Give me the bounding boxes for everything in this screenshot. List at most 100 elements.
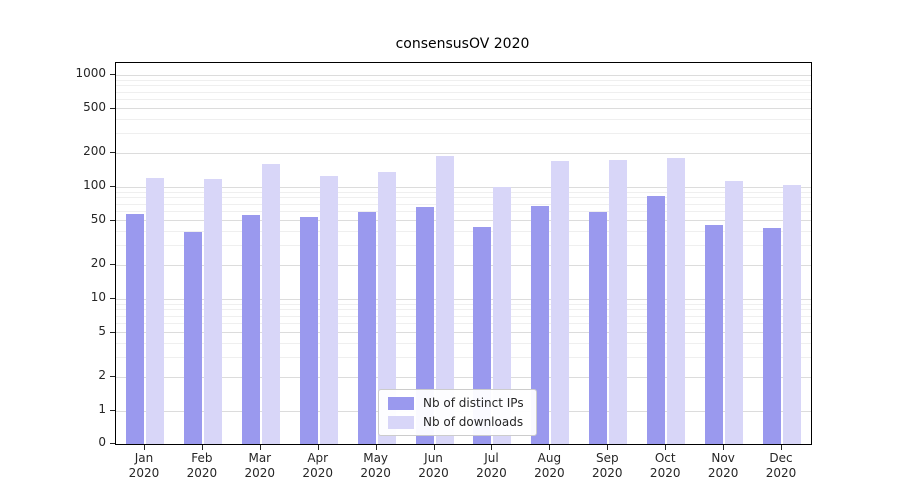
gridline <box>116 108 811 110</box>
y-tick-label: 20 <box>90 256 106 271</box>
gridline <box>116 186 811 188</box>
x-tick-label: Jan 2020 <box>128 451 160 480</box>
gridline <box>116 79 811 81</box>
x-tick-label: Jul 2020 <box>476 451 507 480</box>
bar-distinct-ips <box>241 215 260 444</box>
bar-downloads <box>319 176 338 444</box>
legend-entry: Nb of downloads <box>388 415 524 429</box>
y-tick-mark <box>110 264 115 266</box>
bar-downloads <box>435 155 454 444</box>
bar-downloads <box>261 164 280 444</box>
gridline <box>116 85 811 87</box>
gridline <box>116 376 811 378</box>
gridline <box>116 197 811 199</box>
bar-downloads <box>203 178 222 444</box>
gridline <box>116 211 811 213</box>
bar-downloads <box>783 184 802 444</box>
y-tick-mark <box>110 376 115 378</box>
bar-distinct-ips <box>357 211 376 444</box>
bar-distinct-ips <box>299 216 318 444</box>
x-tick-mark <box>549 445 551 450</box>
y-tick-label: 200 <box>83 144 106 159</box>
x-tick-label: Dec 2020 <box>765 451 797 480</box>
bar-downloads <box>551 161 570 444</box>
y-tick-label: 500 <box>83 99 106 114</box>
gridline <box>116 220 811 222</box>
gridline <box>116 74 811 76</box>
gridline <box>116 343 811 345</box>
gridline <box>116 191 811 193</box>
plot-area <box>115 62 812 445</box>
x-tick-mark <box>317 445 319 450</box>
gridline <box>116 264 811 266</box>
x-tick-mark <box>491 445 493 450</box>
x-tick-label: Mar 2020 <box>244 451 276 480</box>
gridline <box>116 298 811 300</box>
bar-distinct-ips <box>183 231 202 444</box>
y-tick-label: 5 <box>98 323 106 338</box>
bar-downloads <box>493 187 512 444</box>
gridline <box>116 91 811 93</box>
gridline <box>116 231 811 233</box>
legend-entry: Nb of distinct IPs <box>388 396 524 410</box>
x-tick-label: Feb 2020 <box>186 451 218 480</box>
y-tick-mark <box>110 219 115 221</box>
gridline <box>116 309 811 311</box>
bar-downloads <box>609 159 628 444</box>
bar-downloads <box>725 181 744 444</box>
gridline <box>116 133 811 135</box>
gridline <box>116 119 811 121</box>
y-tick-label: 1000 <box>75 66 106 80</box>
bar-distinct-ips <box>125 214 144 444</box>
x-tick-mark <box>665 445 667 450</box>
x-tick-mark <box>781 445 783 450</box>
y-tick-mark <box>110 298 115 299</box>
y-tick-mark <box>110 410 115 411</box>
y-tick-label: 1 <box>98 402 106 416</box>
y-tick-mark <box>110 74 115 75</box>
x-tick-mark <box>375 445 377 450</box>
x-tick-mark <box>433 445 435 450</box>
legend-label: Nb of distinct IPs <box>423 396 524 410</box>
gridline <box>116 303 811 305</box>
gridline <box>116 357 811 359</box>
gridline <box>116 203 811 205</box>
x-tick-mark <box>607 445 609 450</box>
x-tick-mark <box>143 445 145 450</box>
y-tick-mark <box>110 331 115 333</box>
x-tick-label: Sep 2020 <box>592 451 623 480</box>
y-tick-label: 2 <box>98 368 106 383</box>
y-tick-mark <box>110 443 115 444</box>
x-tick-label: Oct 2020 <box>649 451 681 480</box>
y-tick-mark <box>110 152 115 154</box>
x-tick-mark <box>259 445 261 450</box>
x-tick-label: May 2020 <box>360 451 391 480</box>
y-tick-label: 0 <box>98 435 106 449</box>
bar-downloads <box>377 172 396 444</box>
gridline <box>116 245 811 247</box>
gridline <box>116 323 811 325</box>
bar-distinct-ips <box>647 196 666 444</box>
y-tick-label: 50 <box>90 211 106 226</box>
y-tick-mark <box>110 107 115 109</box>
x-tick-label: Apr 2020 <box>302 451 333 480</box>
x-tick-label: Jun 2020 <box>418 451 449 480</box>
x-tick-mark <box>201 445 203 450</box>
legend-label: Nb of downloads <box>423 415 524 429</box>
bar-distinct-ips <box>763 228 782 444</box>
x-tick-mark <box>723 445 725 450</box>
x-tick-label: Aug 2020 <box>534 451 565 480</box>
legend-swatch <box>388 415 414 429</box>
bar-distinct-ips <box>415 207 434 444</box>
gridline <box>116 315 811 317</box>
bar-downloads <box>667 157 686 444</box>
y-tick-label: 100 <box>83 178 106 192</box>
bar-distinct-ips <box>531 205 550 444</box>
gridline <box>116 99 811 101</box>
legend: Nb of distinct IPs Nb of downloads <box>378 389 537 436</box>
bar-downloads <box>145 178 164 444</box>
x-tick-label: Nov 2020 <box>707 451 739 480</box>
gridline <box>116 332 811 334</box>
bar-distinct-ips <box>589 211 608 444</box>
